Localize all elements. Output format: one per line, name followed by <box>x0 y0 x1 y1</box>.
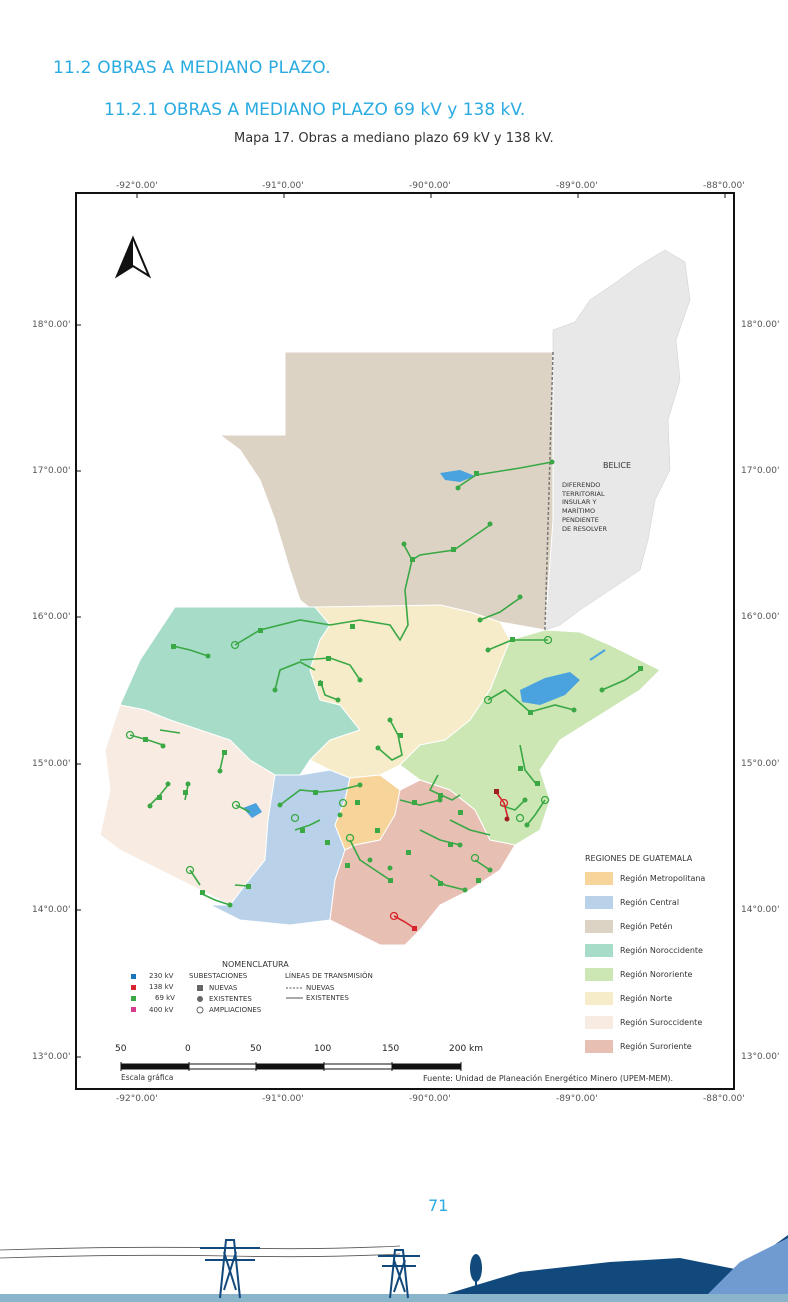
map-source: Fuente: Unidad de Planeación Energético … <box>423 1074 674 1083</box>
scale-bar <box>120 1062 462 1071</box>
substations-ampliacion <box>125 635 553 875</box>
substations-new <box>143 471 643 895</box>
lat-label-left: 13°0.00' <box>32 1052 71 1062</box>
lat-label-left: 17°0.00' <box>32 466 71 476</box>
lat-label-right: 16°0.00' <box>741 612 780 622</box>
dispute-label: DIFERENDO TERRITORIAL INSULAR Y MARÍTIMO P… <box>562 481 608 533</box>
lat-label-left: 16°0.00' <box>32 612 71 622</box>
lat-label-left: 18°0.00' <box>32 320 71 330</box>
voltage-label: 138 kV <box>149 983 174 991</box>
tree-icon <box>470 1254 482 1292</box>
lon-label-top: -92°0.00' <box>116 181 158 191</box>
region-legend-label: Región Noroccidente <box>620 946 703 955</box>
lat-label-right: 18°0.00' <box>741 320 780 330</box>
scale-caption: Escala gráfica <box>121 1073 174 1082</box>
substation-type-label: NUEVAS <box>209 984 238 992</box>
scale-label: 50 <box>250 1044 262 1054</box>
map-caption: Mapa 17. Obras a mediano plazo 69 kV y 1… <box>234 131 554 146</box>
region-legend-label: Región Central <box>620 898 680 907</box>
footer-decoration <box>0 1235 788 1302</box>
lat-label-right: 13°0.00' <box>741 1052 780 1062</box>
scale-label: 200 km <box>449 1044 484 1054</box>
line-type-label: EXISTENTES <box>306 994 349 1002</box>
substation-type-label: EXISTENTES <box>209 995 252 1003</box>
belize-label: BELICE <box>603 461 631 470</box>
scale-label: 0 <box>185 1044 191 1054</box>
substations-title: SUBESTACIONES <box>189 972 248 980</box>
region-legend-label: Región Nororiente <box>620 970 693 979</box>
region-peten <box>218 351 554 631</box>
voltage-label: 230 kV <box>149 972 174 980</box>
lon-label-top: -89°0.00' <box>556 181 598 191</box>
lon-label-bottom: -91°0.00' <box>262 1094 304 1104</box>
lat-label-left: 15°0.00' <box>32 759 71 769</box>
lake-peten-itza <box>440 470 475 482</box>
transmission-tower-icon <box>378 1249 420 1299</box>
voltage-label: 400 kV <box>149 1006 174 1014</box>
lake-izabal <box>520 672 580 705</box>
lon-label-top: -91°0.00' <box>262 181 304 191</box>
region-legend-label: Región Suroriente <box>620 1042 692 1051</box>
belize-area <box>544 249 691 631</box>
lon-label-bottom: -89°0.00' <box>556 1094 598 1104</box>
transmission-lines-138kv <box>393 791 509 929</box>
transmission-tower-icon <box>200 1239 260 1299</box>
scale-label: 150 <box>382 1044 400 1054</box>
line-type-label: NUEVAS <box>306 984 335 992</box>
river <box>589 649 606 661</box>
subsection-heading: 11.2.1 OBRAS A MEDIANO PLAZO 69 kV y 138… <box>104 100 526 120</box>
lon-label-bottom: -90°0.00' <box>409 1094 451 1104</box>
substations-138kv <box>389 789 510 931</box>
north-arrow-icon <box>114 235 152 279</box>
lat-label-right: 15°0.00' <box>741 759 780 769</box>
region-legend-label: Región Norte <box>620 994 673 1003</box>
substations-existing <box>147 459 605 908</box>
lon-label-top: -88°0.00' <box>703 181 745 191</box>
lat-label-right: 17°0.00' <box>741 466 780 476</box>
lat-label-left: 14°0.00' <box>32 905 71 915</box>
lon-label-top: -90°0.00' <box>409 181 451 191</box>
region-legend-label: Región Suroccidente <box>620 1018 703 1027</box>
voltage-label: 69 kV <box>155 994 175 1002</box>
lon-label-bottom: -92°0.00' <box>116 1094 158 1104</box>
lines-title: LÍNEAS DE TRANSMISIÓN <box>285 972 373 980</box>
scale-label: 100 <box>314 1044 332 1054</box>
region-legend-label: Región Petén <box>620 922 673 931</box>
section-heading: 11.2 OBRAS A MEDIANO PLAZO. <box>53 58 331 78</box>
lon-label-bottom: -88°0.00' <box>703 1094 745 1104</box>
regions-legend-title: REGIONES DE GUATEMALA <box>585 854 693 863</box>
region-nororiente <box>399 629 661 846</box>
region-legend-label: Región Metropolitana <box>620 874 706 883</box>
scale-label: 50 <box>115 1044 127 1054</box>
lake-atitlan <box>243 803 262 818</box>
page-number: 71 <box>428 1196 449 1215</box>
transmission-lines <box>129 461 644 906</box>
lat-label-right: 14°0.00' <box>741 905 780 915</box>
nomenclature-title: NOMENCLATURA <box>222 960 289 969</box>
substation-type-label: AMPLIACIONES <box>209 1006 262 1014</box>
